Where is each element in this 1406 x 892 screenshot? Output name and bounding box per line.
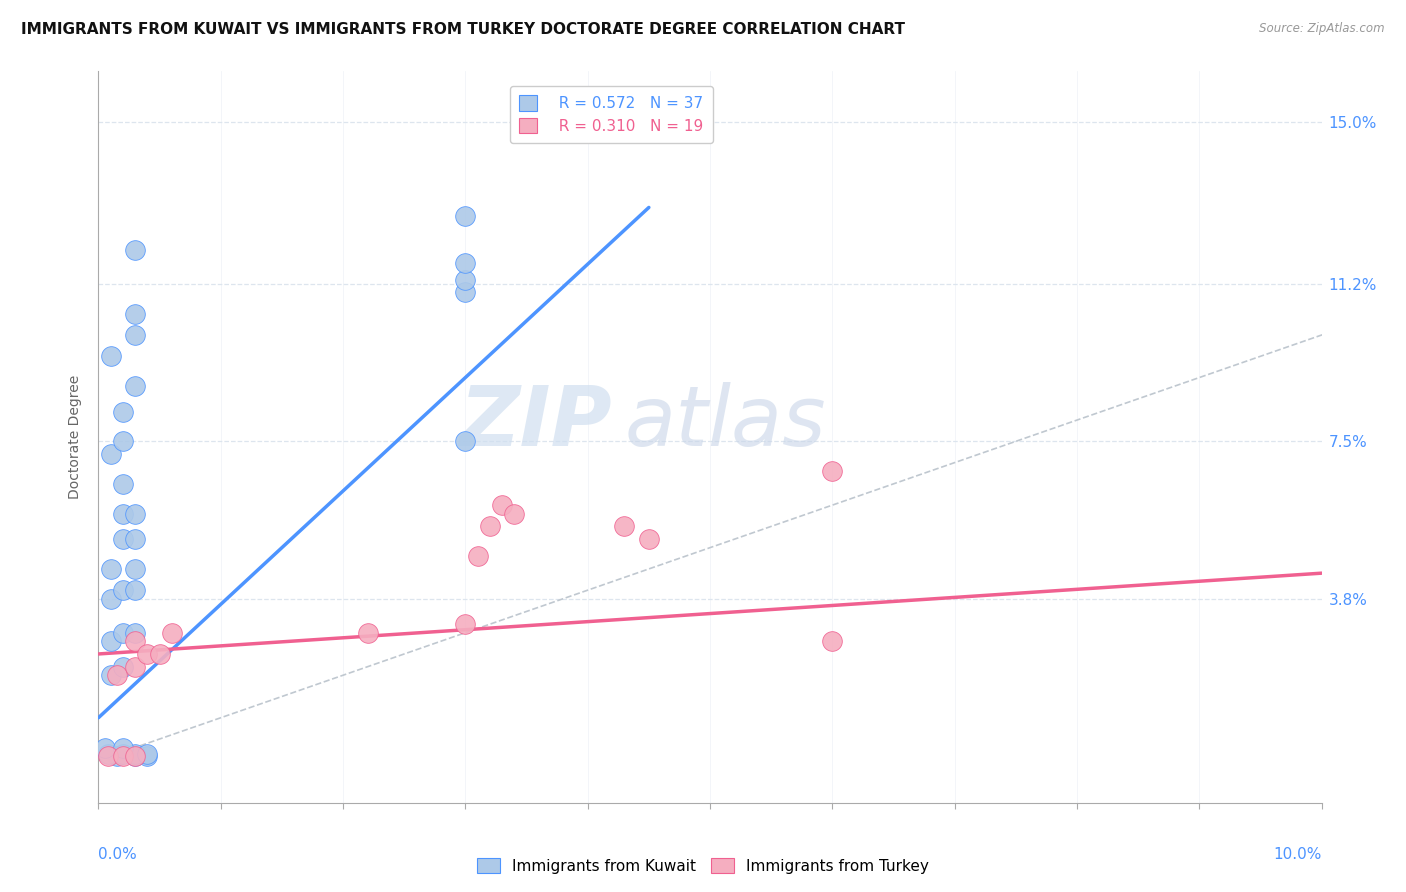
Text: ZIP: ZIP [460, 382, 612, 463]
Point [105, 749, 128, 764]
Point [454, 273, 477, 287]
Point [821, 464, 844, 478]
Point [467, 549, 489, 563]
Point [111, 625, 134, 640]
Point [111, 507, 134, 521]
Text: 0.0%: 0.0% [98, 847, 138, 862]
Point [93, 740, 115, 755]
Text: atlas: atlas [624, 382, 827, 463]
Point [100, 447, 122, 461]
Point [100, 668, 122, 682]
Point [124, 625, 146, 640]
Legend:   R = 0.572   N = 37,   R = 0.310   N = 19: R = 0.572 N = 37, R = 0.310 N = 19 [510, 87, 713, 143]
Point [111, 404, 134, 418]
Point [637, 532, 661, 546]
Point [356, 625, 378, 640]
Point [454, 209, 477, 223]
Point [124, 532, 146, 546]
Text: Source: ZipAtlas.com: Source: ZipAtlas.com [1260, 22, 1385, 36]
Point [124, 634, 146, 648]
Point [105, 668, 128, 682]
Point [111, 434, 134, 449]
Point [136, 749, 159, 764]
Point [478, 519, 501, 533]
Point [100, 634, 122, 648]
Point [111, 476, 134, 491]
Text: IMMIGRANTS FROM KUWAIT VS IMMIGRANTS FROM TURKEY DOCTORATE DEGREE CORRELATION CH: IMMIGRANTS FROM KUWAIT VS IMMIGRANTS FRO… [21, 22, 905, 37]
Point [124, 747, 146, 761]
Point [124, 749, 146, 764]
Point [491, 498, 513, 512]
Point [124, 328, 146, 343]
Point [97, 747, 120, 761]
Point [124, 583, 146, 598]
Point [136, 747, 159, 761]
Point [149, 647, 172, 661]
Point [97, 749, 120, 764]
Point [111, 747, 134, 761]
Point [124, 749, 146, 764]
Point [124, 243, 146, 257]
Point [503, 507, 526, 521]
Legend: Immigrants from Kuwait, Immigrants from Turkey: Immigrants from Kuwait, Immigrants from … [471, 852, 935, 880]
Point [111, 532, 134, 546]
Point [111, 583, 134, 598]
Point [136, 647, 159, 661]
Point [100, 349, 122, 363]
Point [111, 659, 134, 673]
Point [454, 617, 477, 632]
Point [160, 625, 183, 640]
Text: 10.0%: 10.0% [1274, 847, 1322, 862]
Point [100, 591, 122, 606]
Point [124, 379, 146, 393]
Point [454, 434, 477, 449]
Point [454, 285, 477, 300]
Point [124, 307, 146, 321]
Y-axis label: Doctorate Degree: Doctorate Degree [69, 375, 83, 500]
Point [613, 519, 636, 533]
Point [454, 256, 477, 270]
Point [821, 634, 844, 648]
Point [111, 740, 134, 755]
Point [124, 507, 146, 521]
Point [124, 659, 146, 673]
Point [124, 562, 146, 576]
Point [111, 749, 134, 764]
Point [100, 562, 122, 576]
